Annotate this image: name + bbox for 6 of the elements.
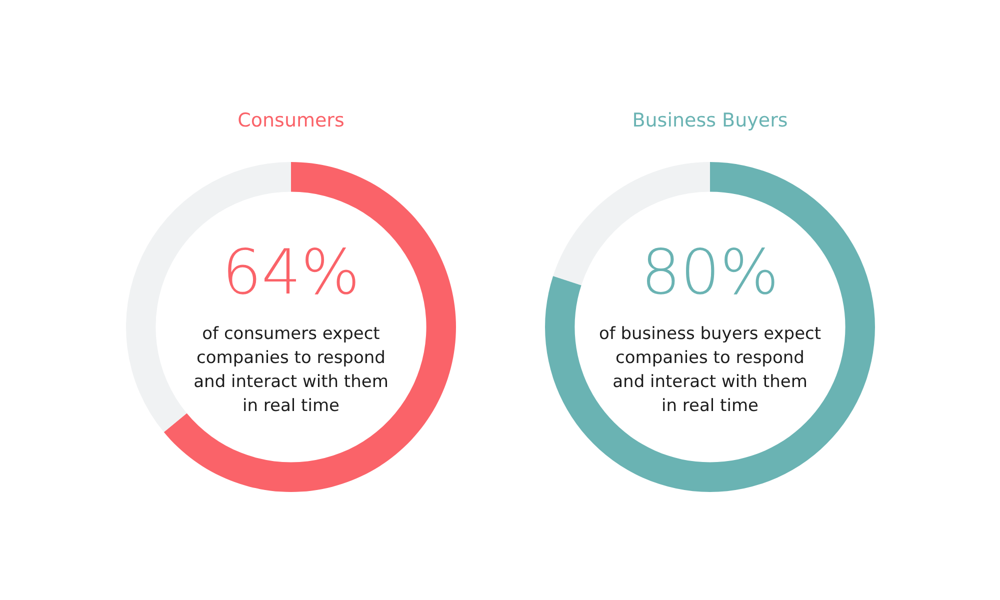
data-label: 80% <box>641 236 779 308</box>
chart-title: Business Buyers <box>632 110 788 132</box>
text: of consumers expect companies to respond and interact with them in real time <box>194 324 388 416</box>
text: of business buyers expect companies to respond and interact with them in real time <box>598 324 822 416</box>
chart-title: Consumers <box>238 110 344 132</box>
data-label: 64% <box>222 236 360 308</box>
